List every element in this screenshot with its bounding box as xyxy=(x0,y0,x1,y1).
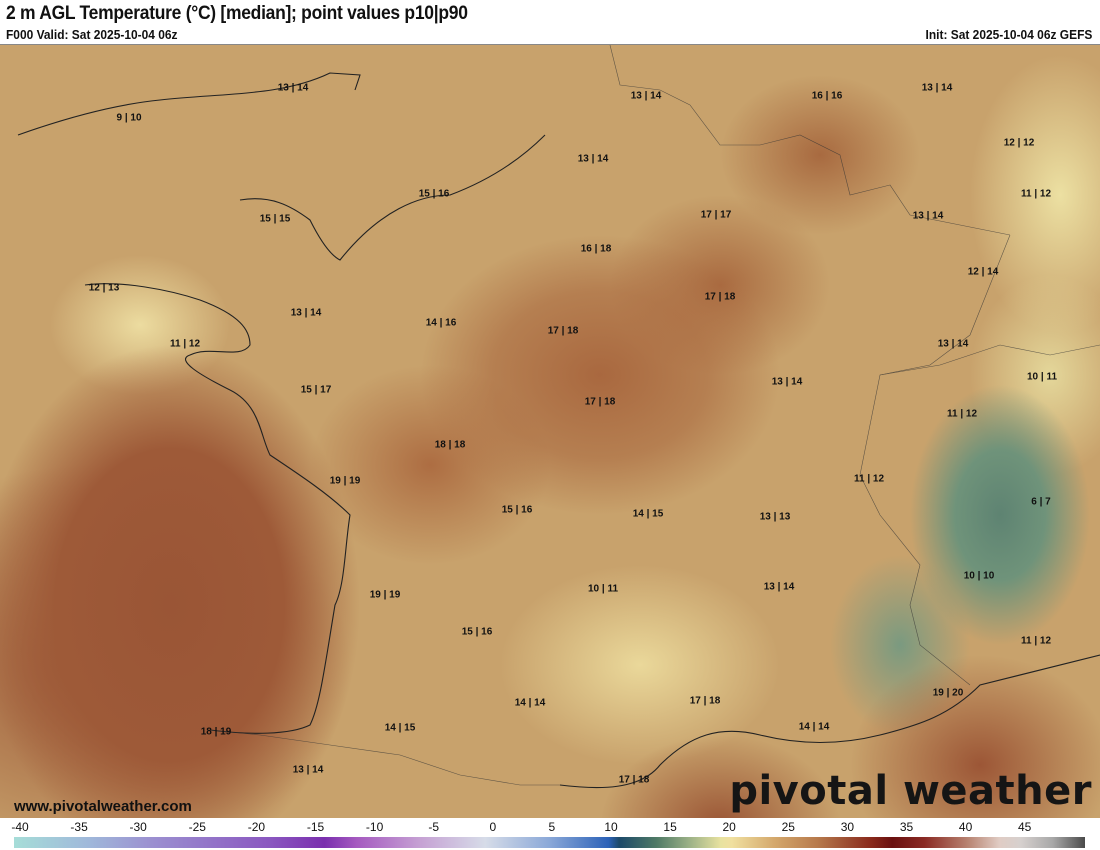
colorbar-tick-label: -40 xyxy=(11,820,29,834)
point-value-label: 14 | 14 xyxy=(514,697,546,709)
colorbar-tick-label: -35 xyxy=(70,820,88,834)
point-value-label: 13 | 14 xyxy=(630,90,662,102)
colorbar-tick-label: -25 xyxy=(188,820,206,834)
website-credit: www.pivotalweather.com xyxy=(14,798,192,815)
point-value-label: 13 | 14 xyxy=(771,376,803,388)
map-title: 2 m AGL Temperature (°C) [median]; point… xyxy=(6,3,468,24)
point-value-label: 6 | 7 xyxy=(1031,496,1051,508)
point-value-label: 11 | 12 xyxy=(1020,188,1052,200)
point-value-label: 13 | 14 xyxy=(763,581,795,593)
init-time: Init: Sat 2025-10-04 06z GEFS xyxy=(925,27,1092,42)
point-value-label: 14 | 16 xyxy=(425,317,457,329)
colorbar-tick-label: -30 xyxy=(129,820,147,834)
colorbar-tick-label: -10 xyxy=(365,820,384,834)
colorbar-tick-label: 25 xyxy=(781,820,795,834)
point-value-label: 15 | 16 xyxy=(418,188,450,200)
point-value-label: 15 | 17 xyxy=(300,384,332,396)
point-value-label: 18 | 19 xyxy=(200,726,232,738)
colorbar-tick-label: 10 xyxy=(604,820,618,834)
colorbar-tick-label: 45 xyxy=(1018,820,1032,834)
colorbar-tick-label: 35 xyxy=(899,820,914,834)
colorbar-tick-label: 5 xyxy=(548,820,556,834)
colorbar-tick-label: 40 xyxy=(958,820,973,834)
colorbar-tick-label: 15 xyxy=(663,820,677,834)
point-value-label: 16 | 16 xyxy=(811,90,843,102)
point-value-label: 9 | 10 xyxy=(116,112,142,124)
point-value-label: 17 | 18 xyxy=(618,774,650,786)
point-value-label: 17 | 18 xyxy=(547,325,579,337)
colorbar-tick-label: 30 xyxy=(840,820,855,834)
point-value-label: 16 | 18 xyxy=(580,243,612,255)
point-value-label: 13 | 14 xyxy=(577,153,609,165)
point-value-label: 15 | 15 xyxy=(259,213,291,225)
colorbar xyxy=(14,837,1085,848)
point-value-label: 15 | 16 xyxy=(501,504,533,516)
point-value-label: 15 | 16 xyxy=(461,626,493,638)
point-value-label: 12 | 12 xyxy=(1003,137,1035,149)
point-value-label: 13 | 13 xyxy=(759,511,791,523)
colorbar-tick-label: -20 xyxy=(247,820,266,834)
point-value-label: 13 | 14 xyxy=(912,210,944,222)
point-value-label: 14 | 15 xyxy=(384,722,416,734)
point-value-label: 17 | 17 xyxy=(700,209,732,221)
point-value-label: 10 | 11 xyxy=(587,583,619,595)
colorbar-tick-label: 0 xyxy=(489,820,497,834)
point-value-label: 12 | 14 xyxy=(967,266,999,278)
colorbar-legend: -40 -35 -30 -25 -20 -15 -10 -5 0 5 10 15 20 25 30 35 40 4… xyxy=(0,818,1100,850)
pivotal-weather-logo: pivotal weather xyxy=(729,768,1092,814)
point-value-label: 11 | 12 xyxy=(1020,635,1052,647)
temperature-map[interactable]: 13 | 14 9 | 10 13 | 14 16 | 16 13 | 14 13 | 1… xyxy=(0,44,1100,819)
point-value-label: 14 | 15 xyxy=(632,508,664,520)
point-value-label: 19 | 20 xyxy=(932,687,964,699)
point-value-label: 17 | 18 xyxy=(689,695,721,707)
point-value-label: 13 | 14 xyxy=(277,82,309,94)
point-value-label: 13 | 14 xyxy=(937,338,969,350)
point-value-label: 10 | 10 xyxy=(963,570,995,582)
point-value-label: 11 | 12 xyxy=(946,408,978,420)
point-value-label: 13 | 14 xyxy=(290,307,322,319)
colorbar-tick-label: -15 xyxy=(306,820,325,834)
point-value-label: 13 | 14 xyxy=(292,764,324,776)
point-value-label: 11 | 12 xyxy=(169,338,201,350)
point-value-label: 11 | 12 xyxy=(853,473,885,485)
valid-time: F000 Valid: Sat 2025-10-04 06z xyxy=(6,27,178,42)
point-value-label: 12 | 13 xyxy=(88,282,120,294)
coastline-borders xyxy=(17,45,1100,789)
point-value-label: 18 | 18 xyxy=(434,439,466,451)
point-value-label: 17 | 18 xyxy=(584,396,616,408)
point-value-label: 10 | 11 xyxy=(1026,371,1058,383)
point-value-label: 19 | 19 xyxy=(329,475,361,487)
point-value-label: 13 | 14 xyxy=(921,82,953,94)
point-value-label: 19 | 19 xyxy=(369,589,401,601)
colorbar-tick-label: 20 xyxy=(722,820,736,834)
point-value-label: 17 | 18 xyxy=(704,291,736,303)
colorbar-tick-label: -5 xyxy=(428,820,440,834)
point-value-label: 14 | 14 xyxy=(798,721,830,733)
